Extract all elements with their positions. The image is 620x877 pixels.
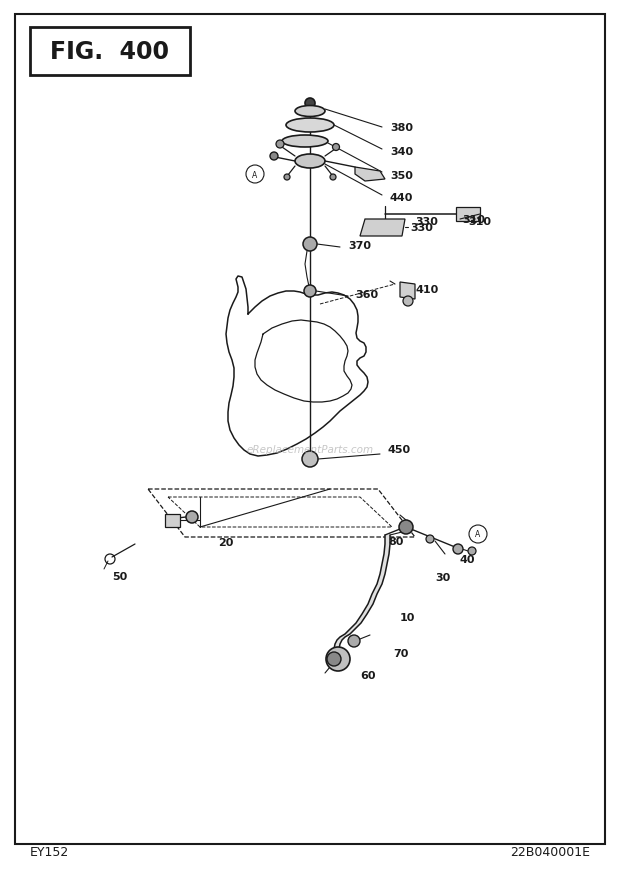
Circle shape xyxy=(302,452,318,467)
Circle shape xyxy=(186,511,198,524)
Circle shape xyxy=(453,545,463,554)
Text: 330: 330 xyxy=(410,223,433,232)
Text: 380: 380 xyxy=(390,123,413,132)
Text: 22B040001E: 22B040001E xyxy=(510,845,590,859)
Text: 310: 310 xyxy=(462,215,485,225)
Text: 340: 340 xyxy=(390,146,413,157)
Circle shape xyxy=(270,153,278,160)
Text: A: A xyxy=(252,170,258,179)
Text: 30: 30 xyxy=(435,573,450,582)
Circle shape xyxy=(426,535,434,544)
Circle shape xyxy=(332,145,340,152)
Circle shape xyxy=(305,99,315,109)
Polygon shape xyxy=(355,168,385,182)
Ellipse shape xyxy=(282,136,328,148)
Text: A: A xyxy=(476,530,480,538)
Text: 450: 450 xyxy=(387,445,410,454)
Circle shape xyxy=(399,520,413,534)
Text: 370: 370 xyxy=(348,240,371,251)
Text: 10: 10 xyxy=(400,612,415,623)
Circle shape xyxy=(330,175,336,181)
Circle shape xyxy=(303,238,317,252)
Circle shape xyxy=(304,286,316,297)
Circle shape xyxy=(403,296,413,307)
Text: 440: 440 xyxy=(390,193,414,203)
Circle shape xyxy=(468,547,476,555)
Polygon shape xyxy=(456,208,480,222)
Text: 20: 20 xyxy=(218,538,233,547)
Text: 80: 80 xyxy=(388,537,404,546)
Bar xyxy=(30,28,190,76)
Polygon shape xyxy=(165,515,180,527)
Polygon shape xyxy=(400,282,415,300)
Polygon shape xyxy=(360,220,405,237)
Text: 60: 60 xyxy=(360,670,376,681)
Text: 310: 310 xyxy=(468,217,491,227)
Text: 330: 330 xyxy=(415,217,438,227)
Text: FIG.  400: FIG. 400 xyxy=(50,40,169,64)
Text: eReplacementParts.com: eReplacementParts.com xyxy=(246,445,374,454)
Circle shape xyxy=(326,647,350,671)
Text: 350: 350 xyxy=(390,171,413,181)
Text: 410: 410 xyxy=(415,285,438,295)
Polygon shape xyxy=(334,535,390,655)
Circle shape xyxy=(276,141,284,149)
Ellipse shape xyxy=(286,119,334,132)
Text: 360: 360 xyxy=(355,289,378,300)
Text: EY152: EY152 xyxy=(30,845,69,859)
Ellipse shape xyxy=(295,155,325,168)
Ellipse shape xyxy=(295,106,325,118)
Circle shape xyxy=(327,652,341,667)
Circle shape xyxy=(348,635,360,647)
Text: 70: 70 xyxy=(393,648,409,659)
Text: 50: 50 xyxy=(112,571,127,581)
Circle shape xyxy=(284,175,290,181)
Text: 40: 40 xyxy=(460,554,476,565)
